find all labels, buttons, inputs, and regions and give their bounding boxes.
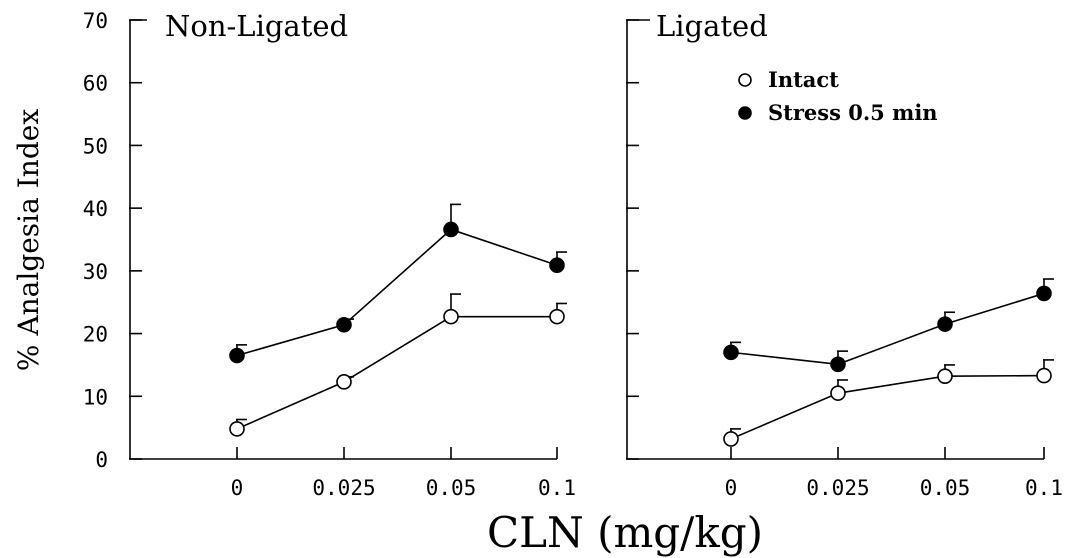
legend: Intact Stress 0.5 min [738,67,938,125]
data-point-panel-0-1-2 [443,221,459,238]
x-tick-label-panel-1-3: 0.1 [1025,476,1063,500]
x-tick-label-panel-1-2: 0.05 [920,476,971,500]
labels-layer: Non-Ligated Ligated % Analgesia Index CL… [12,9,768,557]
data-point-panel-0-0-3 [549,308,565,325]
data-point-panel-1-1-1 [830,356,846,373]
axes-layer [129,19,1044,460]
data-point-panel-0-1-1 [336,316,352,333]
legend-marker-intact [738,73,752,87]
data-point-panel-1-0-1 [830,385,846,401]
legend-label-intact: Intact [768,67,839,92]
x-tick-label-panel-1-0: 0 [725,476,738,500]
x-tick-label-panel-0-3: 0.1 [538,476,576,500]
data-point-panel-0-0-1 [336,374,352,390]
y-tick-label-7: 70 [83,9,108,33]
ticks-layer: 0 10 20 30 40 50 60 70 0 0.025 0.05 0.1 0 0.025 0.05 0.… [83,9,1063,500]
x-axis-label: CLN (mg/kg) [487,508,763,557]
y-tick-label-5: 50 [83,134,108,158]
y-tick-label-2: 20 [83,323,108,347]
data-point-panel-1-1-2 [937,316,953,332]
data-point-panel-0-0-0 [229,421,245,437]
x-tick-label-panel-0-0: 0 [231,476,244,500]
y-tick-label-3: 30 [83,260,108,284]
data-point-panel-0-1-0 [229,347,245,364]
data-point-panel-0-0-2 [443,308,459,325]
series-line-panel-0-0 [236,315,557,430]
x-tick-label-panel-0-2: 0.05 [426,476,477,500]
y-tick-label-6: 60 [83,72,108,96]
data-point-panel-0-1-3 [549,257,565,274]
panel-title-ligated: Ligated [656,9,768,43]
y-tick-label-4: 40 [83,197,108,221]
series-layer [229,203,1054,447]
legend-marker-stress [738,106,752,120]
series-line-panel-1-0 [730,374,1045,440]
legend-label-stress: Stress 0.5 min [768,100,938,125]
y-tick-label-0: 0 [95,448,108,472]
data-point-panel-1-0-3 [1036,367,1052,384]
series-line-panel-1-1 [730,292,1045,366]
y-axis-label: % Analgesia Index [12,109,45,371]
panel-title-non-ligated: Non-Ligated [165,9,348,43]
data-point-panel-1-0-2 [937,368,953,385]
data-point-panel-1-1-0 [723,344,739,361]
data-point-panel-1-0-0 [723,431,739,447]
data-point-panel-1-1-3 [1036,285,1052,302]
series-line-panel-0-1 [236,228,558,357]
x-tick-label-panel-0-1: 0.025 [312,476,375,500]
y-tick-label-1: 10 [83,385,108,409]
x-tick-label-panel-1-1: 0.025 [806,476,869,500]
